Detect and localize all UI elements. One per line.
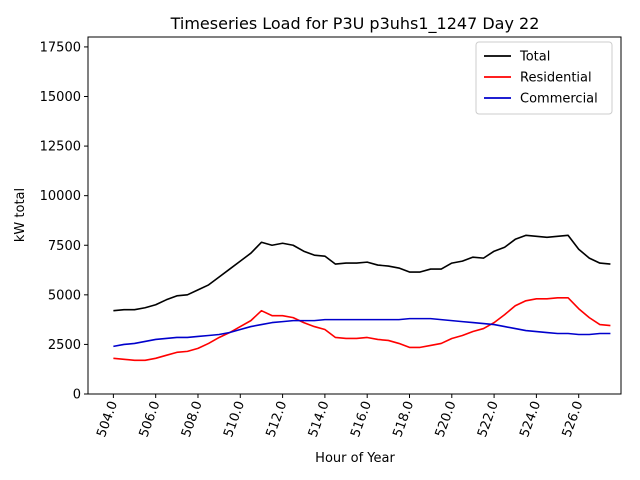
legend-label-residential: Residential xyxy=(520,71,592,86)
x-tick-label: 516.0 xyxy=(348,399,375,439)
y-tick-label: 17500 xyxy=(40,40,81,55)
legend-box xyxy=(475,41,613,115)
chart-title: Timeseries Load for P3U p3uhs1_1247 Day … xyxy=(170,14,540,34)
y-tick-label: 2500 xyxy=(48,338,81,353)
x-tick-label: 514.0 xyxy=(306,399,333,439)
series-line-total xyxy=(113,234,611,312)
x-axis-label: Hour of Year xyxy=(315,451,395,466)
y-tick-label: 15000 xyxy=(40,90,81,105)
x-tick-label: 518.0 xyxy=(390,399,417,439)
series-line-commercial xyxy=(113,317,611,348)
y-axis-label: kW total xyxy=(13,188,28,242)
x-tick-label: 510.0 xyxy=(221,399,248,439)
legend: Total Residential Commercial xyxy=(475,41,613,115)
y-tick-label: 10000 xyxy=(40,189,81,204)
x-tick-label: 508.0 xyxy=(179,399,206,439)
x-tick-label: 506.0 xyxy=(137,399,164,439)
x-tick-label: 522.0 xyxy=(475,399,502,439)
y-axis: 0 2500 5000 7500 10000 12500 15000 17500 xyxy=(40,40,88,403)
y-tick-label: 12500 xyxy=(40,140,81,155)
x-axis: 504.0 506.0 508.0 510.0 512.0 514.0 516.0 518.0… xyxy=(94,394,586,439)
x-tick-label: 526.0 xyxy=(560,399,587,439)
y-tick-label: 7500 xyxy=(48,239,81,254)
x-tick-label: 512.0 xyxy=(264,399,291,439)
series-line-residential xyxy=(113,297,611,362)
plot-area-frame xyxy=(87,36,622,395)
x-tick-label: 520.0 xyxy=(433,399,460,439)
x-tick-label: 524.0 xyxy=(517,399,544,439)
y-tick-label: 0 xyxy=(73,388,81,403)
legend-label-commercial: Commercial xyxy=(520,92,598,107)
y-tick-label: 5000 xyxy=(48,288,81,303)
legend-label-total: Total xyxy=(519,50,550,65)
x-tick-label: 504.0 xyxy=(94,399,121,439)
